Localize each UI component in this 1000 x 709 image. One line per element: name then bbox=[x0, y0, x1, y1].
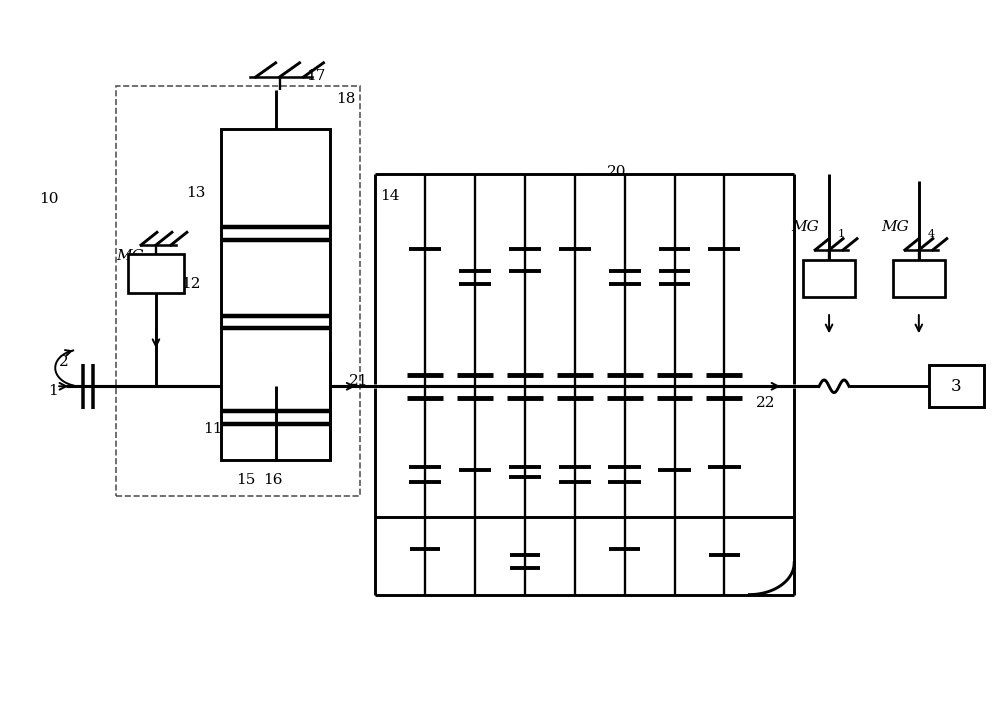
Text: 1: 1 bbox=[837, 230, 845, 240]
Bar bbox=[893, 260, 945, 296]
Text: 21: 21 bbox=[349, 374, 368, 389]
Text: 22: 22 bbox=[756, 396, 775, 410]
Text: MG: MG bbox=[116, 249, 144, 262]
Text: 11: 11 bbox=[203, 422, 223, 435]
Text: 16: 16 bbox=[263, 473, 282, 487]
Text: 15: 15 bbox=[236, 473, 255, 487]
Text: 4: 4 bbox=[927, 230, 934, 240]
Bar bbox=[221, 128, 330, 460]
Text: 3: 3 bbox=[951, 378, 962, 395]
Text: 2: 2 bbox=[59, 354, 69, 369]
Bar bbox=[128, 254, 184, 293]
Text: 12: 12 bbox=[181, 277, 201, 291]
Text: 1: 1 bbox=[48, 384, 58, 398]
Text: 17: 17 bbox=[306, 69, 325, 82]
Text: 20: 20 bbox=[607, 165, 626, 179]
Text: MG: MG bbox=[791, 220, 819, 235]
Text: 2: 2 bbox=[162, 257, 169, 268]
Bar bbox=[929, 365, 984, 408]
Text: 10: 10 bbox=[40, 192, 59, 206]
Text: 18: 18 bbox=[336, 92, 355, 106]
Bar bbox=[803, 260, 855, 296]
Text: 13: 13 bbox=[186, 186, 206, 201]
Text: 14: 14 bbox=[381, 189, 400, 203]
Text: MG: MG bbox=[881, 220, 909, 235]
Bar bbox=[116, 86, 360, 496]
Text: 3: 3 bbox=[951, 379, 961, 393]
